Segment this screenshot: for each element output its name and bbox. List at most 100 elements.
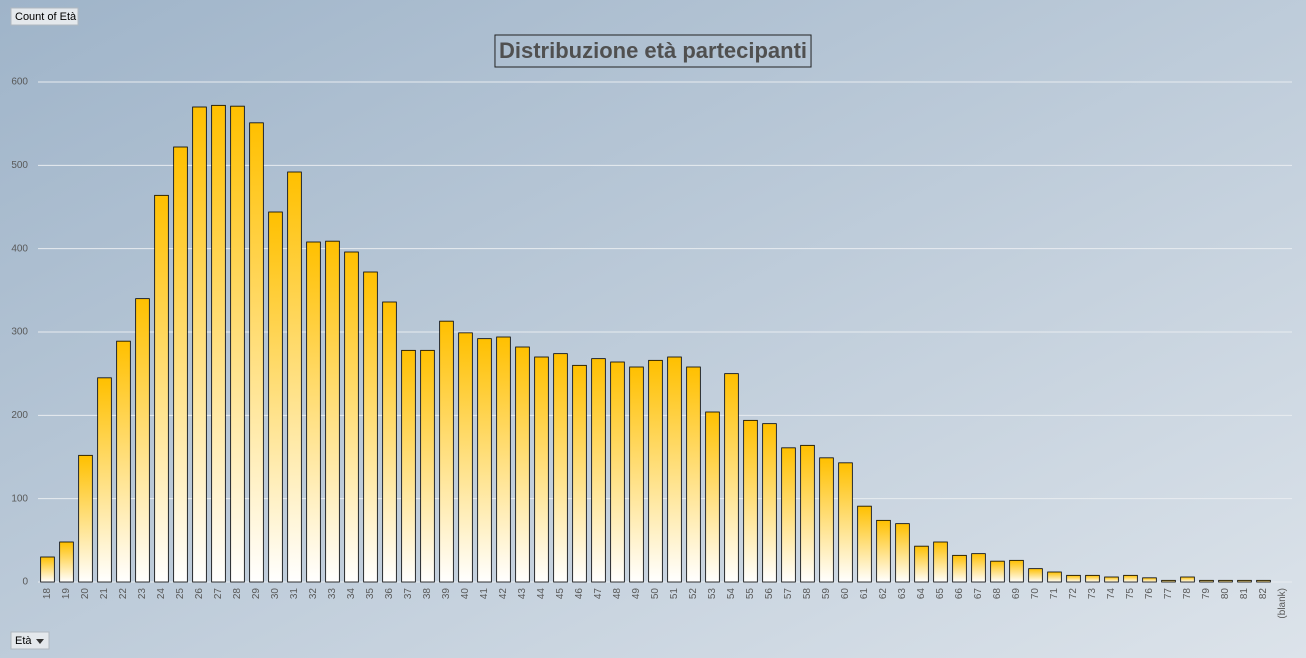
bar <box>306 241 321 583</box>
bar <box>990 560 1005 583</box>
bar <box>192 106 207 583</box>
x-tick-label: 82 <box>1258 588 1269 600</box>
bar <box>363 271 378 583</box>
x-tick-label: (blank) <box>1277 588 1288 619</box>
bar <box>344 251 359 583</box>
bar <box>572 364 587 583</box>
x-tick-label: 43 <box>517 588 528 600</box>
bar <box>439 320 454 583</box>
x-tick-label: 61 <box>859 588 870 600</box>
x-tick-label: 19 <box>61 588 72 600</box>
bar <box>97 377 112 583</box>
axis-field-button[interactable] <box>10 631 50 650</box>
x-tick-label: 79 <box>1201 588 1212 600</box>
x-tick-label: 67 <box>973 588 984 600</box>
bar <box>1237 579 1252 583</box>
x-tick-label: 74 <box>1106 588 1117 600</box>
x-tick-label: 65 <box>935 588 946 600</box>
x-tick-label: 81 <box>1239 588 1250 600</box>
bar <box>933 541 948 583</box>
bar <box>78 454 93 583</box>
bar <box>819 457 834 583</box>
bar <box>287 171 302 583</box>
x-tick-label: 24 <box>156 588 167 600</box>
value-field-button[interactable] <box>10 7 79 26</box>
bar <box>1047 571 1062 583</box>
bar <box>382 301 397 583</box>
bar <box>230 105 245 583</box>
x-tick-label: 33 <box>327 588 338 600</box>
bar <box>762 423 777 583</box>
x-tick-label: 77 <box>1163 588 1174 600</box>
x-tick-label: 62 <box>878 588 889 600</box>
x-tick-label: 18 <box>42 588 53 600</box>
x-tick-label: 44 <box>536 588 547 600</box>
bar <box>895 523 910 583</box>
bar <box>40 556 55 583</box>
x-tick-label: 64 <box>916 588 927 600</box>
y-tick-label: 200 <box>11 410 28 421</box>
bar <box>648 359 663 583</box>
x-tick-label: 52 <box>688 588 699 600</box>
x-tick-label: 37 <box>403 588 414 600</box>
x-tick-label: 57 <box>783 588 794 600</box>
x-tick-label: 58 <box>802 588 813 600</box>
bar <box>705 411 720 583</box>
x-tick-label: 36 <box>384 588 395 600</box>
chart-title: Distribuzione età partecipanti <box>499 38 807 63</box>
x-tick-label: 71 <box>1049 588 1060 600</box>
bar <box>724 373 739 583</box>
bar <box>401 349 416 583</box>
bar <box>116 340 131 583</box>
bar <box>610 361 625 583</box>
y-tick-label: 0 <box>22 577 28 588</box>
dropdown-arrow <box>36 639 44 644</box>
x-tick-label: 75 <box>1125 588 1136 600</box>
bar <box>325 240 340 583</box>
bar <box>1009 559 1024 583</box>
bar <box>952 554 967 583</box>
x-tick-label: 51 <box>669 588 680 600</box>
bar <box>1066 574 1081 583</box>
x-tick-label: 26 <box>194 588 205 600</box>
bar <box>1180 576 1195 583</box>
bar <box>477 338 492 583</box>
bar <box>1085 574 1100 583</box>
bar <box>781 447 796 583</box>
x-tick-label: 39 <box>441 588 452 600</box>
x-tick-label: 28 <box>232 588 243 600</box>
x-tick-label: 45 <box>555 588 566 600</box>
bar <box>1256 579 1271 583</box>
x-tick-label: 63 <box>897 588 908 600</box>
x-tick-label: 21 <box>99 588 110 600</box>
bar <box>249 122 264 583</box>
bar <box>876 519 891 583</box>
bar <box>838 462 853 583</box>
x-tick-label: 68 <box>992 588 1003 600</box>
bar <box>1161 579 1176 583</box>
bar <box>686 366 701 583</box>
x-tick-label: 66 <box>954 588 965 600</box>
x-tick-label: 25 <box>175 588 186 600</box>
y-tick-label: 300 <box>11 327 28 338</box>
x-tick-label: 27 <box>213 588 224 600</box>
x-tick-label: 47 <box>593 588 604 600</box>
bar <box>173 146 188 583</box>
x-tick-label: 34 <box>346 588 357 600</box>
x-tick-label: 56 <box>764 588 775 600</box>
bar <box>629 366 644 583</box>
bar <box>667 356 682 583</box>
bar <box>553 353 568 583</box>
bar <box>420 349 435 583</box>
bar <box>1218 579 1233 583</box>
x-tick-label: 29 <box>251 588 262 600</box>
x-tick-label: 22 <box>118 588 129 600</box>
value-field-label: Count of Età <box>15 11 77 23</box>
x-tick-label: 35 <box>365 588 376 600</box>
x-tick-label: 41 <box>479 588 490 600</box>
y-tick-label: 400 <box>11 243 28 254</box>
x-tick-label: 70 <box>1030 588 1041 600</box>
bar <box>800 444 815 583</box>
